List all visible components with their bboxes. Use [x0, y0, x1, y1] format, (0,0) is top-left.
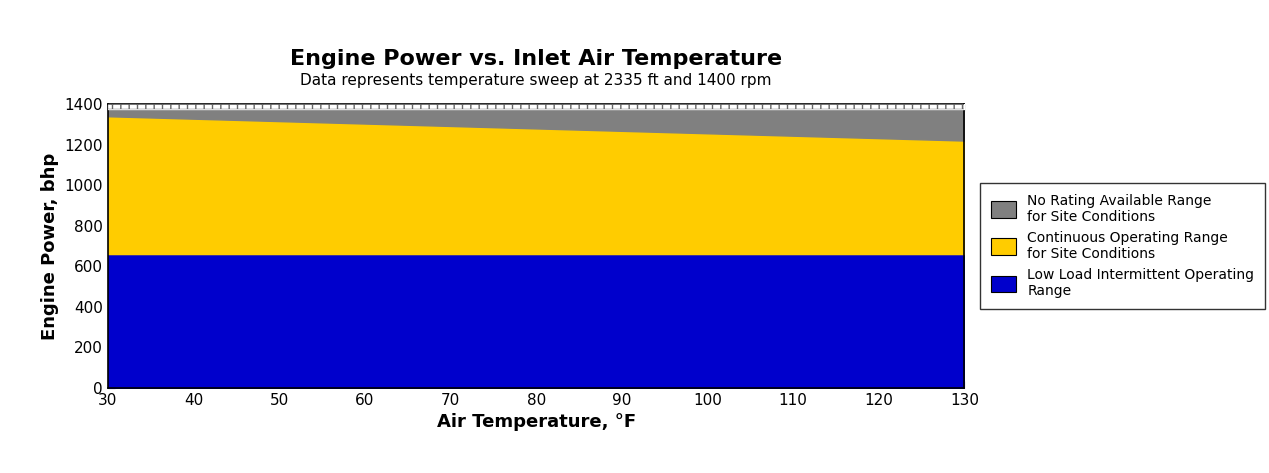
X-axis label: Air Temperature, °F: Air Temperature, °F [437, 413, 636, 431]
Text: Data represents temperature sweep at 2335 ft and 1400 rpm: Data represents temperature sweep at 233… [301, 73, 772, 88]
Legend: No Rating Available Range
for Site Conditions, Continuous Operating Range
for Si: No Rating Available Range for Site Condi… [980, 183, 1265, 309]
Y-axis label: Engine Power, bhp: Engine Power, bhp [41, 152, 58, 340]
Title: Engine Power vs. Inlet Air Temperature: Engine Power vs. Inlet Air Temperature [291, 49, 782, 69]
